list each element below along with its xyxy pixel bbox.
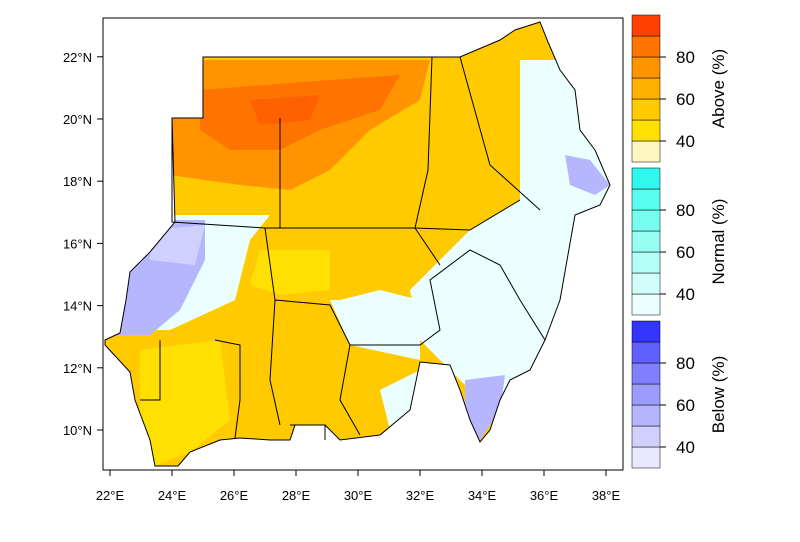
colorbar-segment	[631, 119, 661, 142]
colorbar-segment	[631, 77, 661, 100]
colorbar-segment	[631, 320, 661, 343]
state-border	[279, 56, 541, 231]
region-above	[250, 250, 330, 295]
colorbar-tick-label: 80	[676, 354, 695, 373]
x-tick-label: 24°E	[158, 488, 187, 503]
colorbar-segment	[631, 56, 661, 79]
x-tick-label: 38°E	[592, 488, 621, 503]
state-border	[140, 339, 326, 440]
x-tick-label: 22°E	[96, 488, 125, 503]
colorbar-segment	[631, 425, 661, 448]
axes: 22°E 24°E 26°E 28°E 30°E 32°E 34°E 36°E 38°E 10°N…	[63, 50, 621, 503]
y-tick-label: 18°N	[63, 174, 92, 189]
colorbar-segment	[631, 404, 661, 427]
colorbar-segment	[631, 251, 661, 274]
x-tick-label: 30°E	[344, 488, 373, 503]
colorbar-segment	[631, 209, 661, 232]
colorbar-tick-label: 80	[676, 201, 695, 220]
colorbar-tick-label: 80	[676, 48, 695, 67]
colorbar-segment	[631, 272, 661, 295]
x-tick-label: 28°E	[282, 488, 311, 503]
colorbar-tick-label: 40	[676, 285, 695, 304]
colorbar-segment	[631, 98, 661, 121]
y-tick-label: 14°N	[63, 299, 92, 314]
y-tick-label: 10°N	[63, 423, 92, 438]
colorbar-segment	[631, 293, 661, 316]
colorbar-segment	[631, 35, 661, 58]
colorbar-tick-label: 60	[676, 90, 695, 109]
colorbar-tick-label: 40	[676, 438, 695, 457]
region-above	[140, 340, 230, 466]
region-below	[465, 375, 505, 440]
colorbar-segment	[631, 341, 661, 364]
colorbar-segment	[631, 446, 661, 469]
colorbar-tick-label: 40	[676, 132, 695, 151]
region-normal	[280, 290, 420, 360]
state-border	[264, 227, 546, 436]
region-above	[250, 95, 320, 125]
y-tick-label: 20°N	[63, 112, 92, 127]
colorbar-segment	[631, 230, 661, 253]
colorbar-segment	[631, 362, 661, 385]
colorbar-segment	[631, 383, 661, 406]
map-fill	[105, 22, 610, 466]
colorbar-tick-label: 60	[676, 243, 695, 262]
x-tick-label: 36°E	[530, 488, 559, 503]
legends: 40 60 80 Above (%) 40 60 80 Normal (%) 40 60 80 Bel…	[631, 14, 728, 469]
x-tick-label: 26°E	[220, 488, 249, 503]
borders	[104, 21, 611, 467]
region-below	[565, 155, 610, 195]
colorbar-tick-label: 60	[676, 396, 695, 415]
y-tick-label: 16°N	[63, 236, 92, 251]
colorbar-title: Normal (%)	[709, 199, 728, 285]
colorbar-segment	[631, 188, 661, 211]
colorbar-segment	[631, 167, 661, 190]
plot-frame	[102, 17, 624, 471]
x-tick-label: 34°E	[468, 488, 497, 503]
colorbar-segment	[631, 14, 661, 37]
colorbar-title: Below (%)	[709, 356, 728, 433]
y-tick-label: 22°N	[63, 50, 92, 65]
country-outline	[104, 21, 611, 467]
y-tick-label: 12°N	[63, 361, 92, 376]
x-tick-label: 32°E	[406, 488, 435, 503]
colorbar-segment	[631, 140, 661, 163]
colorbar-title: Above (%)	[709, 49, 728, 128]
